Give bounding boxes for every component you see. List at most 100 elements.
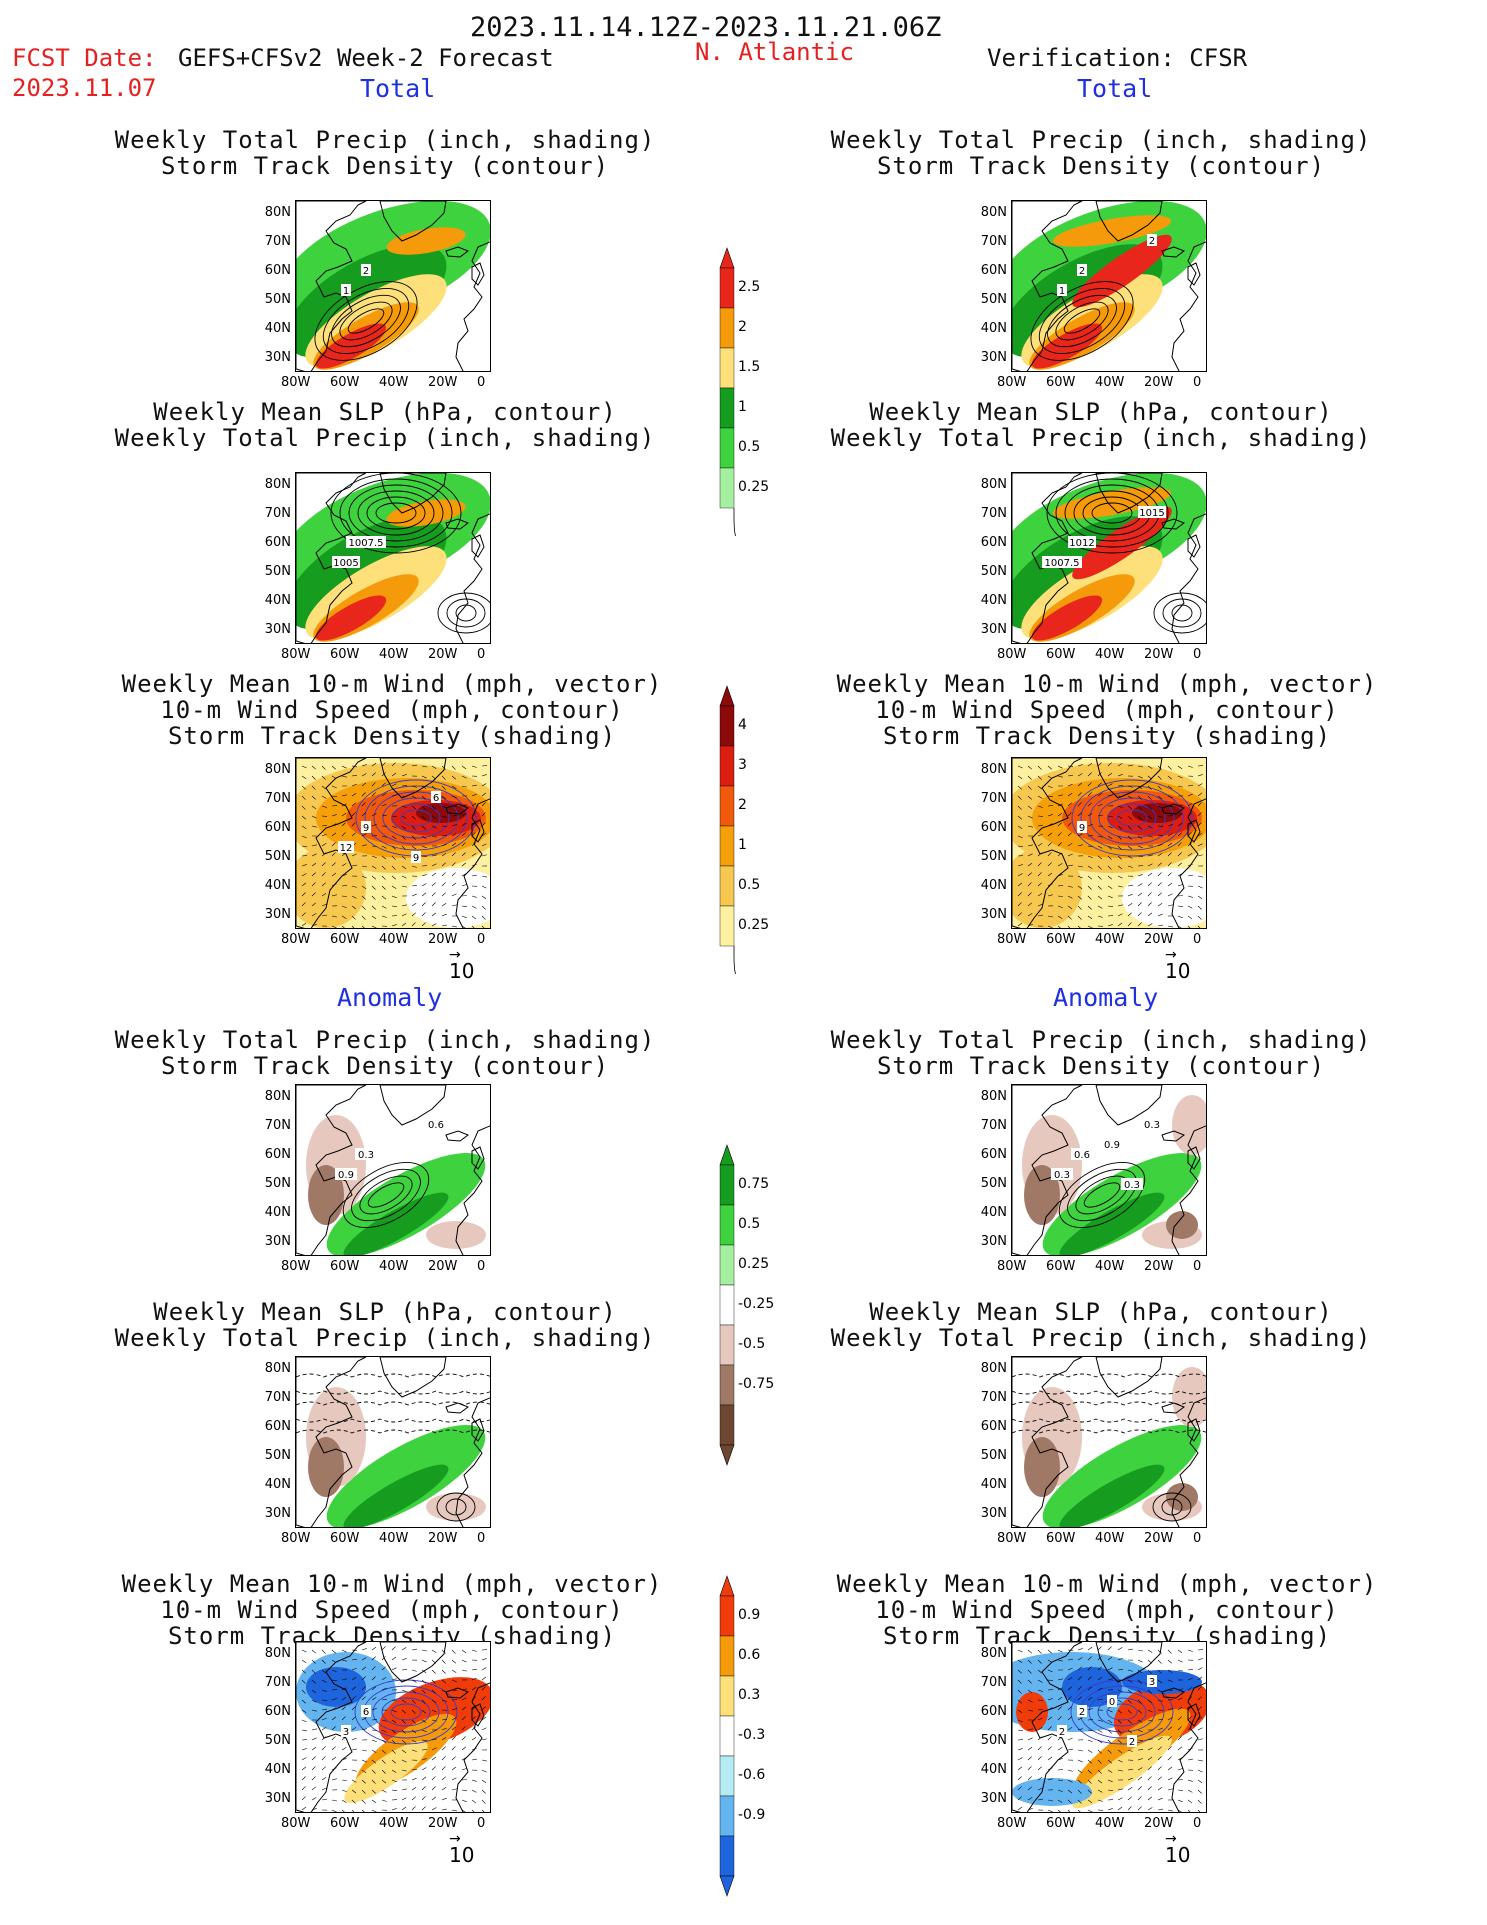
lon-tick-label: 20W: [428, 932, 458, 947]
lon-tick-label: 60W: [1046, 932, 1076, 947]
colorbar-label: 0.6: [738, 1647, 761, 1663]
panel-title-line: Weekly Mean 10-m Wind (mph, vector): [836, 1570, 1378, 1598]
contour-label: 1015: [1139, 508, 1164, 519]
lat-tick-label: 80N: [980, 205, 1007, 220]
colorbar-label: -0.25: [738, 1296, 775, 1312]
contour-label: 0: [1109, 1697, 1115, 1708]
panel-title-line: 10-m Wind Speed (mph, contour): [160, 696, 624, 724]
lat-tick-label: 40N: [264, 1205, 291, 1220]
map-panel: [1011, 1356, 1207, 1528]
lat-tick-label: 80N: [980, 477, 1007, 492]
reference-vector-label: 10: [449, 1843, 475, 1867]
lat-tick-label: 30N: [264, 350, 291, 365]
lon-tick-label: 40W: [379, 1816, 409, 1831]
lat-tick-label: 30N: [264, 1791, 291, 1806]
lat-tick-label: 50N: [264, 1448, 291, 1463]
colorbar-label: 1.5: [738, 359, 761, 375]
lat-tick-label: 50N: [980, 1176, 1007, 1191]
lon-tick-label: 0: [477, 1531, 486, 1546]
lon-tick-label: 40W: [379, 1259, 409, 1274]
contour-label: 6: [363, 1707, 369, 1718]
anomaly-left-label: Anomaly: [337, 983, 443, 1012]
lat-tick-label: 80N: [980, 1089, 1007, 1104]
total-left-label: Total: [360, 74, 436, 103]
colorbar-label: -0.5: [738, 1336, 766, 1352]
lon-tick-label: 80W: [281, 375, 311, 390]
lon-tick-label: 20W: [428, 375, 458, 390]
colorbar-label: -0.3: [738, 1727, 766, 1743]
colorbar-label: 0.5: [738, 1216, 761, 1232]
lon-tick-label: 80W: [997, 647, 1027, 662]
lat-tick-label: 60N: [264, 1147, 291, 1162]
lon-tick-label: 20W: [1144, 647, 1174, 662]
lon-tick-label: 60W: [330, 1531, 360, 1546]
lat-tick-label: 80N: [264, 205, 291, 220]
contour-label: 1005: [333, 558, 358, 569]
contour-label: 1007.5: [349, 538, 384, 549]
contour-label: 6: [433, 793, 439, 804]
panel-title-line: Weekly Total Precip (inch, shading): [114, 1026, 656, 1054]
lat-tick-label: 60N: [980, 263, 1007, 278]
contour-label: 2: [363, 266, 369, 277]
lat-tick-label: 70N: [980, 234, 1007, 249]
lat-tick-label: 40N: [980, 1205, 1007, 1220]
panel-title-line: Weekly Total Precip (inch, shading): [830, 1026, 1372, 1054]
lat-tick-label: 60N: [264, 535, 291, 550]
panel-title-line: Weekly Mean 10-m Wind (mph, vector): [121, 1570, 663, 1598]
fcst-model: GEFS+CFSv2 Week-2 Forecast: [178, 44, 554, 72]
contour-label: 3: [1149, 1677, 1155, 1688]
colorbar-label: 2: [738, 319, 747, 335]
lat-tick-label: 70N: [264, 234, 291, 249]
lon-tick-label: 60W: [330, 647, 360, 662]
lon-tick-label: 40W: [1095, 1531, 1125, 1546]
lon-tick-label: 80W: [281, 932, 311, 947]
reference-vector-label: 10: [449, 959, 475, 983]
lat-tick-label: 50N: [980, 292, 1007, 307]
lat-tick-label: 80N: [264, 762, 291, 777]
contour-label: 2: [1079, 1707, 1085, 1718]
lat-tick-label: 50N: [980, 849, 1007, 864]
lon-tick-label: 20W: [1144, 1259, 1174, 1274]
reference-vector: → 10: [449, 947, 475, 983]
contour-label: 0.3: [1144, 1120, 1160, 1131]
lat-tick-label: 70N: [264, 1118, 291, 1133]
lat-tick-label: 50N: [980, 1733, 1007, 1748]
panel-title-line: Storm Track Density (shading): [167, 722, 617, 750]
lon-tick-label: 0: [1193, 1531, 1202, 1546]
lat-tick-label: 70N: [264, 506, 291, 521]
lat-tick-label: 70N: [264, 1390, 291, 1405]
lon-tick-label: 0: [1193, 932, 1202, 947]
reference-vector: → 10: [449, 1831, 475, 1867]
lat-tick-label: 30N: [980, 1234, 1007, 1249]
lat-tick-label: 30N: [264, 1506, 291, 1521]
lon-tick-label: 60W: [330, 932, 360, 947]
lat-tick-label: 70N: [980, 1118, 1007, 1133]
panel-title-line: Weekly Mean SLP (hPa, contour): [869, 1298, 1333, 1326]
contour-label: 2: [1149, 236, 1155, 247]
lon-tick-label: 0: [1193, 1816, 1202, 1831]
colorbar-label: 0.9: [738, 1607, 761, 1623]
fcst-label: FCST Date:: [12, 44, 157, 72]
colorbar-label: 1: [738, 399, 747, 415]
colorbar-label: 2: [738, 797, 747, 813]
lat-tick-label: 80N: [264, 1089, 291, 1104]
map-panel: 0.3 0.9 0.6: [295, 1084, 491, 1256]
panel-title-line: Weekly Total Precip (inch, shading): [114, 1324, 656, 1352]
lat-tick-label: 80N: [264, 1646, 291, 1661]
lon-tick-label: 0: [1193, 1259, 1202, 1274]
colorbar: [712, 1574, 742, 1908]
lon-tick-label: 40W: [379, 375, 409, 390]
lon-tick-label: 20W: [1144, 375, 1174, 390]
region-label: N. Atlantic: [695, 38, 854, 66]
lon-tick-label: 60W: [1046, 1531, 1076, 1546]
lat-tick-label: 60N: [264, 1704, 291, 1719]
map-panel: 0.6 0.3 0.3 0.3 0.9: [1011, 1084, 1207, 1256]
colorbar-label: 0.5: [738, 877, 761, 893]
lat-tick-label: 60N: [264, 1419, 291, 1434]
colorbar-label: -0.75: [738, 1376, 775, 1392]
lat-tick-label: 60N: [980, 1704, 1007, 1719]
contour-label: 2: [1129, 1737, 1135, 1748]
reference-vector-label: 10: [1165, 959, 1191, 983]
colorbar: [712, 246, 742, 540]
colorbar-label: 2.5: [738, 279, 761, 295]
